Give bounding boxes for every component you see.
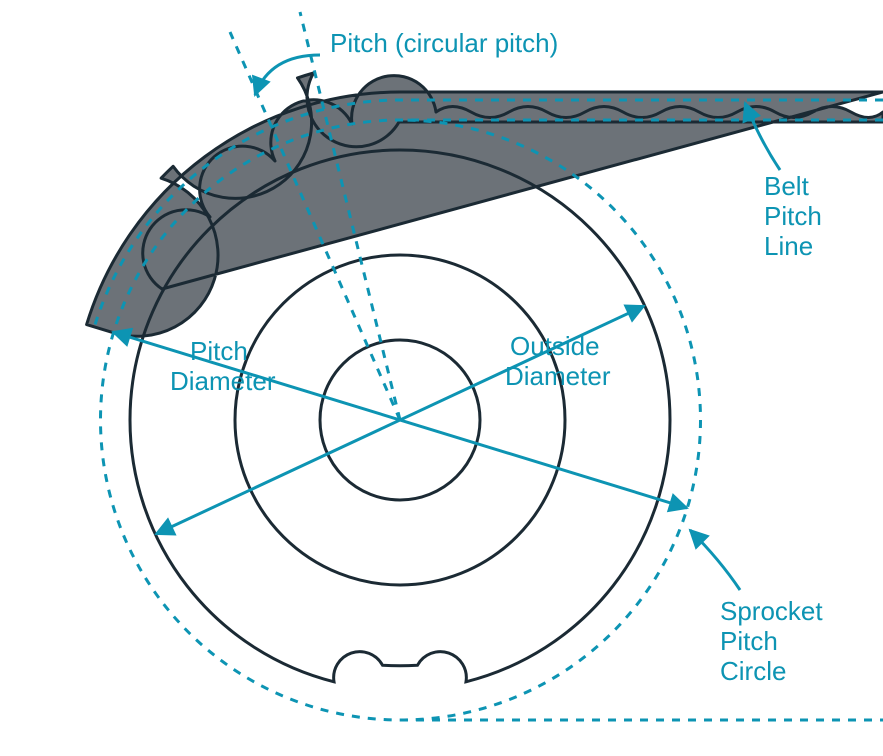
pitch-diameter-label-1: Pitch: [190, 336, 248, 366]
pitch-diameter-label-2: Diameter: [170, 366, 276, 396]
sprocket-pitch-circle-label-1: Sprocket: [720, 596, 823, 626]
sprocket-pitch-circle-label-2: Pitch: [720, 626, 778, 656]
sprocket-pitch-circle-label-3: Circle: [720, 656, 786, 686]
outside-diameter-label-2: Diameter: [505, 361, 611, 391]
belt-pitch-line-label-3: Line: [764, 231, 813, 261]
sprocket-diagram: Pitch (circular pitch) Belt Pitch Line S…: [0, 0, 883, 756]
belt-pitch-line-label-2: Pitch: [764, 201, 822, 231]
belt-pitch-line-label-1: Belt: [764, 171, 810, 201]
pitch-title-label: Pitch (circular pitch): [330, 28, 558, 58]
outside-diameter-label-1: Outside: [510, 331, 600, 361]
